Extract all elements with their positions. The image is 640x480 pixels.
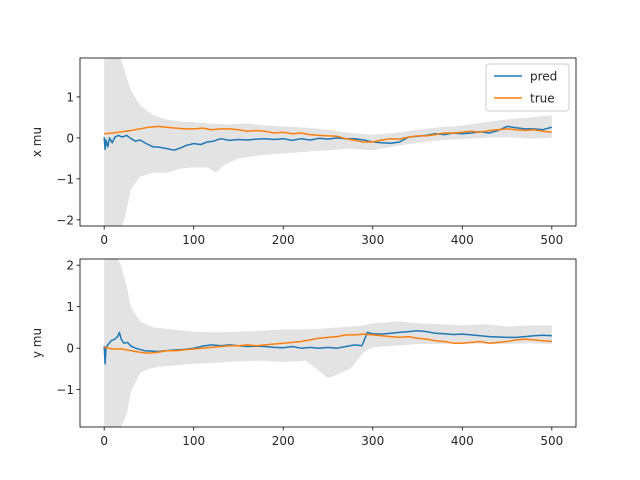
x-tick-label: 0 (100, 434, 108, 448)
y-tick-label: 1 (66, 300, 74, 314)
plot-area (103, 58, 553, 226)
y-tick-label: −1 (56, 383, 74, 397)
x-tick-label: 100 (182, 434, 205, 448)
y-tick-label: 0 (66, 342, 74, 356)
x-tick-label: 300 (361, 434, 384, 448)
y-tick-label: −2 (56, 213, 74, 227)
series-line-true (104, 333, 552, 354)
axes-frame (79, 258, 577, 428)
x-tick-label: 400 (451, 233, 474, 247)
y-axis-label: y mu (30, 328, 44, 358)
y-tick-label: 2 (66, 259, 74, 273)
axes-frame (79, 57, 577, 227)
uncertainty-band (104, 58, 552, 226)
series-line-true (104, 125, 552, 143)
legend-label-pred: pred (530, 70, 557, 84)
y-tick-label: 0 (66, 131, 74, 145)
x-tick-label: 100 (182, 233, 205, 247)
x-mu-subplot: 0 100 200 300 400 500 −2 −1 0 1 x mu pred true (30, 57, 577, 247)
x-tick-label: 400 (451, 434, 474, 448)
x-tick-label: 200 (272, 434, 295, 448)
y-mu-subplot: 0 100 200 300 400 500 −1 0 1 2 y mu (30, 258, 577, 448)
plot-area (103, 259, 552, 427)
y-tick-label: 1 (66, 90, 74, 104)
uncertainty-band (104, 259, 552, 427)
x-tick-label: 300 (361, 233, 384, 247)
legend-label-true: true (530, 92, 555, 106)
x-tick-label: 500 (540, 233, 563, 247)
x-tick-label: 200 (272, 233, 295, 247)
legend: pred true (485, 63, 570, 112)
series-line-pred (103, 125, 553, 151)
x-tick-label: 0 (100, 233, 108, 247)
x-tick-label: 500 (540, 434, 563, 448)
y-axis-label: x mu (30, 127, 44, 157)
series-line-pred (103, 330, 552, 365)
y-tick-label: −1 (56, 172, 74, 186)
